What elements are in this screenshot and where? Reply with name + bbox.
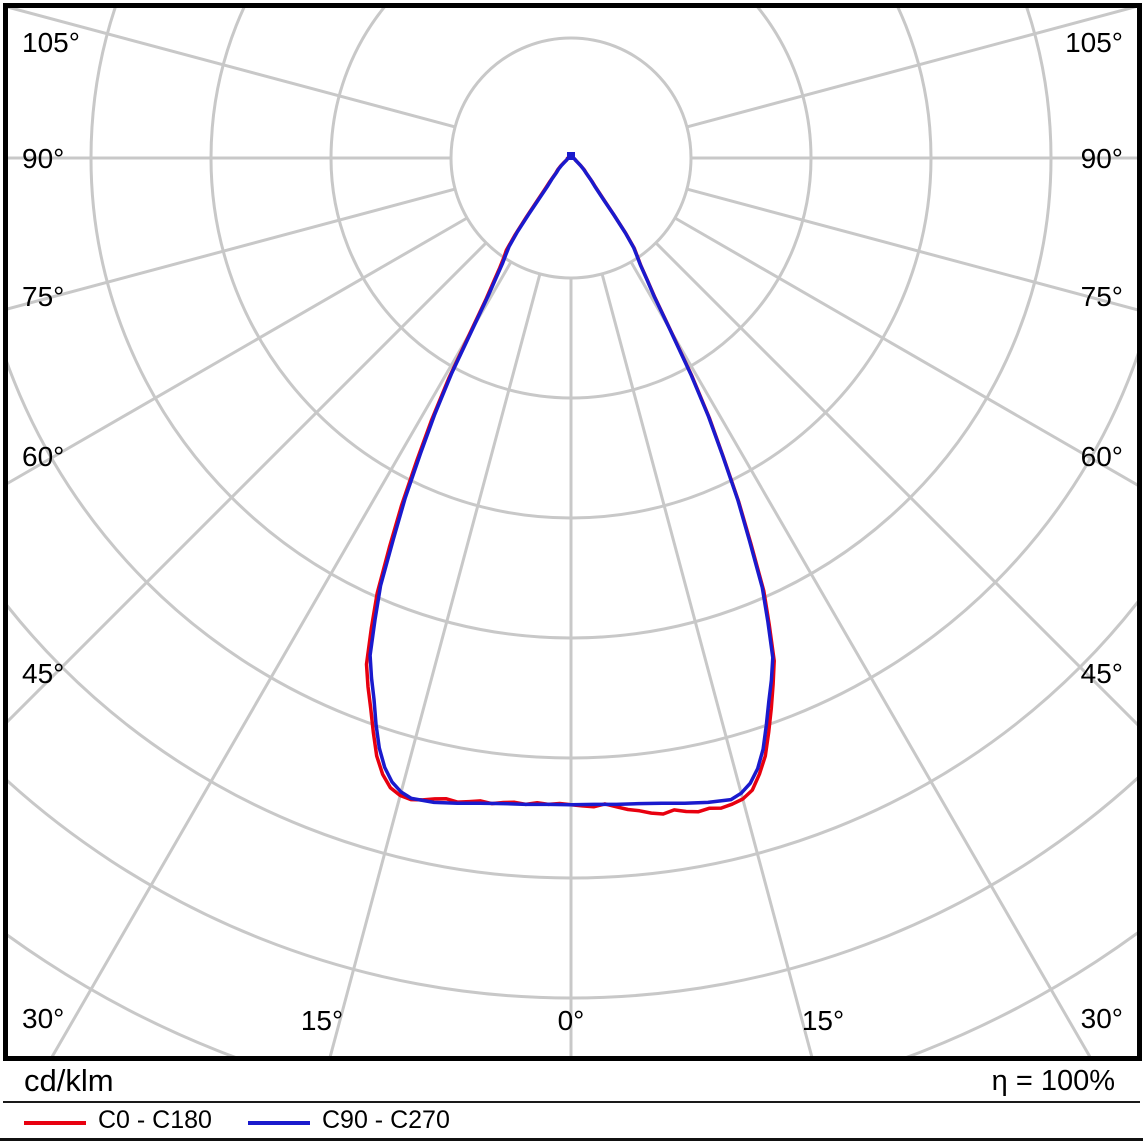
polar-chart: 105° 90° 75° 60° 45° 30° 105° 90° 75° 60° 45° 30° 15…: [8, 8, 1137, 1056]
curve-c90-c270: [368, 155, 775, 807]
legend-label-c0-c180: C0 - C180: [98, 1106, 212, 1134]
angle-label-left: 60°: [22, 441, 64, 472]
angle-label-right: 45°: [1081, 658, 1123, 689]
angle-label-bottom: 0°: [558, 1005, 585, 1036]
polar-grid: [8, 8, 1137, 1056]
angle-label-bottom: 15°: [301, 1005, 343, 1036]
legend-label-c90-c270: C90 - C270: [322, 1106, 450, 1134]
units-label: cd/klm: [24, 1063, 114, 1098]
angle-label-right: 105°: [1065, 27, 1123, 58]
efficiency-label: η = 100%: [991, 1065, 1115, 1097]
angle-label-left: 30°: [22, 1003, 64, 1034]
legend-separator-line: [3, 1101, 1140, 1103]
legend-line-c90-c270-icon: [248, 1121, 310, 1125]
angle-label-right: 60°: [1081, 441, 1123, 472]
polar-chart-frame: 105° 90° 75° 60° 45° 30° 105° 90° 75° 60° 45° 30° 15…: [3, 3, 1142, 1061]
angle-label-bottom: 15°: [802, 1005, 844, 1036]
angle-label-right: 75°: [1081, 281, 1123, 312]
angle-tick-labels: 105° 90° 75° 60° 45° 30° 105° 90° 75° 60° 45° 30° 15…: [22, 27, 1123, 1036]
bottom-border-line: [0, 1138, 1143, 1141]
angle-label-left: 75°: [22, 281, 64, 312]
angle-label-left: 45°: [22, 658, 64, 689]
angle-label-left: 90°: [22, 143, 64, 174]
angle-label-left: 105°: [22, 27, 80, 58]
apex-marker: [567, 152, 575, 160]
angle-label-right: 90°: [1081, 143, 1123, 174]
angle-label-right: 30°: [1081, 1003, 1123, 1034]
legend-line-c0-c180-icon: [24, 1121, 86, 1125]
